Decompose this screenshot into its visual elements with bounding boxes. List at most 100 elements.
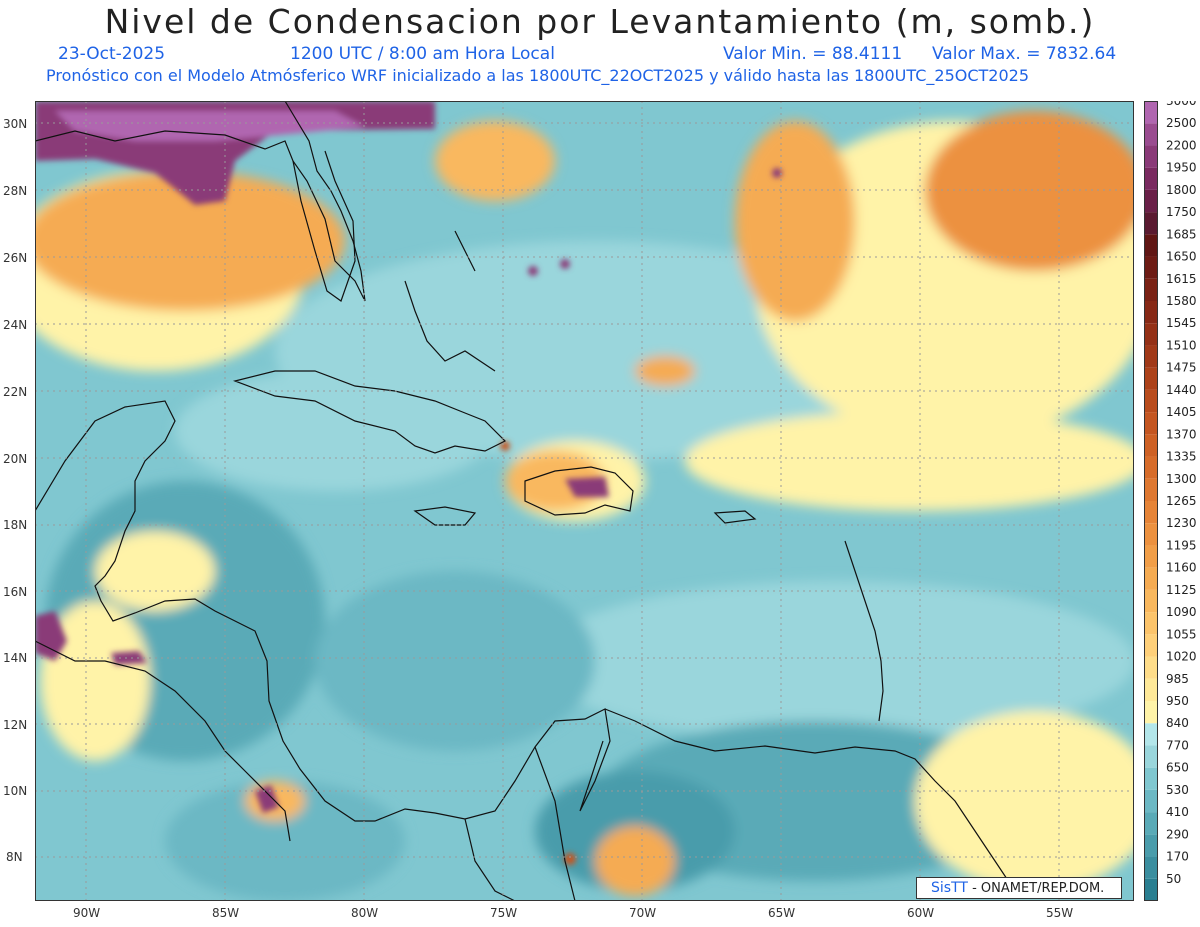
- lat-label: 24N: [3, 318, 28, 332]
- colorbar: 50 170 290 410 530 650 770 840 950 985 1020 1055 109…: [1144, 101, 1197, 901]
- coastline-puerto-rico: [713, 510, 757, 524]
- colorbar-swatch: [1144, 501, 1158, 524]
- colorbar-label: 1335: [1166, 450, 1197, 464]
- colorbar-swatch: [1144, 167, 1158, 190]
- field-orange: [925, 111, 1134, 271]
- field-purple: [255, 785, 279, 813]
- colorbar-swatch: [1144, 701, 1158, 724]
- colorbar-swatch: [1144, 812, 1158, 835]
- colorbar-label: 1265: [1166, 494, 1197, 508]
- credit-org: - ONAMET/REP.DOM.: [972, 881, 1105, 896]
- colorbar-label: 1195: [1166, 538, 1197, 552]
- colorbar-swatch: [1144, 345, 1158, 368]
- lat-label: 20N: [3, 452, 28, 466]
- lon-label: 70W: [629, 906, 657, 920]
- colorbar-swatch: [1144, 101, 1158, 124]
- colorbar-swatch: [1144, 145, 1158, 168]
- field-orange-spot: [564, 853, 576, 865]
- coastline-florida: [292, 150, 356, 302]
- colorbar-label: 950: [1166, 694, 1189, 708]
- field-yellow: [915, 711, 1134, 891]
- coastline-lesser-antilles: [844, 540, 884, 722]
- map-frame: [35, 101, 1134, 901]
- colorbar-label: 290: [1166, 827, 1189, 841]
- colorbar-swatch: [1144, 567, 1158, 590]
- coastline-venezuela: [604, 708, 1016, 892]
- coastline-bahamas: [404, 230, 496, 372]
- coastline-cuba: [232, 370, 507, 454]
- colorbar-swatch: [1144, 478, 1158, 501]
- colorbar-swatch: [1144, 656, 1158, 679]
- coastline-yucatan: [35, 400, 611, 822]
- colorbar-swatch: [1144, 878, 1158, 901]
- colorbar-swatch: [1144, 678, 1158, 701]
- lat-label: 10N: [3, 784, 28, 798]
- colorbar-label: 1405: [1166, 405, 1197, 419]
- colorbar-label: 770: [1166, 738, 1189, 752]
- field-orange: [635, 356, 695, 386]
- colorbar-label: 2500: [1166, 116, 1197, 130]
- coastline-hispaniola: [524, 466, 634, 516]
- colorbar-label: 1475: [1166, 361, 1197, 375]
- colorbar-label: 1055: [1166, 627, 1197, 641]
- field-yellow: [95, 531, 215, 611]
- colorbar-label: 985: [1166, 672, 1189, 686]
- forecast-map: [35, 101, 1134, 901]
- colorbar-swatch: [1144, 189, 1158, 213]
- colorbar-label: 1510: [1166, 338, 1197, 352]
- graticule: [35, 101, 1134, 901]
- colorbar-label: 650: [1166, 761, 1189, 775]
- field-orange: [595, 826, 675, 896]
- lon-label: 55W: [1046, 906, 1074, 920]
- colorbar-label: 1650: [1166, 250, 1197, 264]
- lat-label: 14N: [3, 651, 28, 665]
- colorbar-swatch: [1144, 523, 1158, 546]
- colorbar-swatch: [1144, 745, 1158, 768]
- coastline-gulf: [35, 101, 366, 302]
- colorbar-frame: [1144, 101, 1158, 901]
- field-purple: [111, 651, 147, 665]
- lat-label: 18N: [3, 518, 28, 532]
- colorbar-swatch: [1144, 767, 1158, 790]
- colorbar-swatch: [1144, 412, 1158, 435]
- colorbar-swatch: [1144, 856, 1158, 879]
- colorbar-swatch: [1144, 123, 1158, 146]
- colorbar-swatch: [1144, 545, 1158, 568]
- colorbar-swatch: [1144, 256, 1158, 279]
- colorbar-swatch: [1144, 434, 1158, 457]
- field-orange: [435, 121, 555, 201]
- field-orange: [735, 121, 855, 321]
- colorbar-label: 1370: [1166, 427, 1197, 441]
- field-purple: [560, 259, 570, 269]
- colorbar-label: 530: [1166, 783, 1189, 797]
- coastline-south-america: [464, 746, 576, 901]
- model-description: Pronóstico con el Modelo Atmósferico WRF…: [46, 66, 1030, 85]
- colorbar-label: 170: [1166, 850, 1189, 864]
- lon-label: 60W: [907, 906, 935, 920]
- colorbar-label: 1090: [1166, 605, 1197, 619]
- field-yellow: [40, 601, 150, 761]
- lat-label: 16N: [3, 585, 28, 599]
- lat-label: 28N: [3, 184, 28, 198]
- colorbar-label: 1685: [1166, 227, 1197, 241]
- colorbar-label: 1440: [1166, 383, 1197, 397]
- lat-label: 26N: [3, 251, 28, 265]
- colorbar-swatch: [1144, 589, 1158, 613]
- map-title: Nivel de Condensacion por Levantamiento …: [104, 2, 1096, 41]
- colorbar-swatch: [1144, 456, 1158, 479]
- colorbar-label: 1125: [1166, 583, 1197, 597]
- colorbar-label: 1230: [1166, 516, 1197, 530]
- credit-brand: SisTT: [931, 880, 968, 896]
- forecast-time: 1200 UTC / 8:00 am Hora Local: [290, 44, 555, 64]
- colorbar-label: 1800: [1166, 183, 1197, 197]
- field-purple: [528, 266, 538, 276]
- field-yellow: [685, 411, 1134, 511]
- colorbar-swatch: [1144, 367, 1158, 390]
- colorbar-label: 1580: [1166, 294, 1197, 308]
- colorbar-label: 1160: [1166, 561, 1197, 575]
- lat-label: 8N: [6, 850, 23, 864]
- min-value-label: Valor Min. = 88.4111: [723, 44, 903, 64]
- lon-label: 85W: [212, 906, 240, 920]
- field-purple: [198, 152, 208, 162]
- colorbar-swatch: [1144, 323, 1158, 346]
